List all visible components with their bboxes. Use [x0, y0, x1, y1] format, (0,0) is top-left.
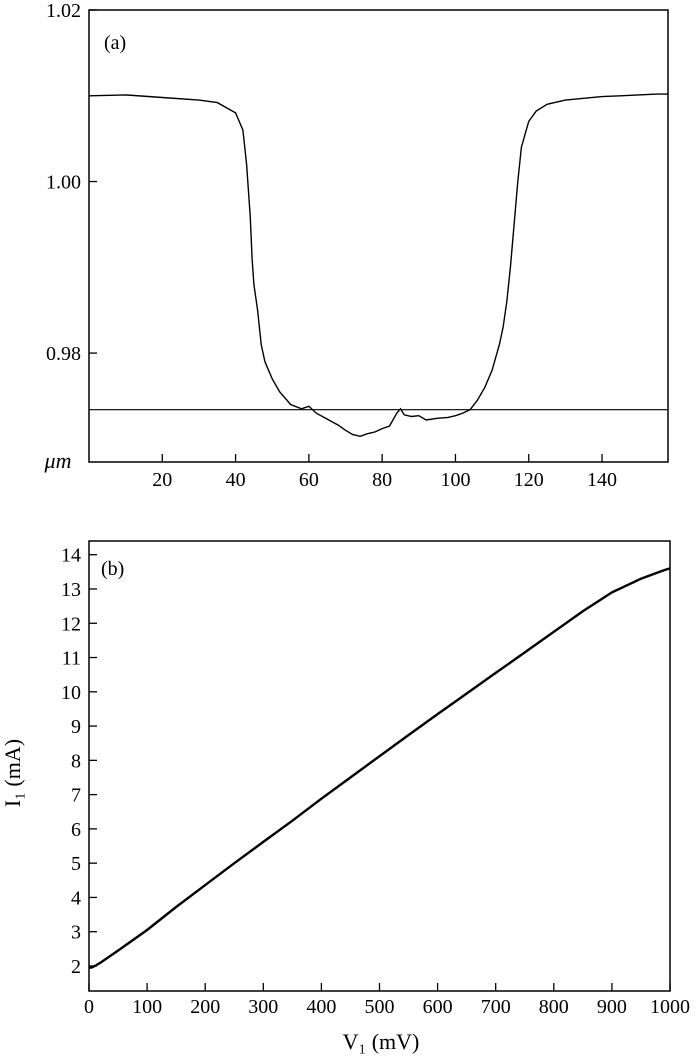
- panel-b-y-tick-label: 7: [71, 785, 81, 807]
- panel-a-x-ticks: 20 40 60 80 100 120 140: [152, 454, 617, 491]
- panel-b-y-tick-label: 12: [61, 613, 81, 635]
- panel-a-x-tick-label: 120: [514, 469, 544, 491]
- panel-a-x-tick-label: 60: [299, 469, 319, 491]
- panel-b-x-tick-label: 400: [306, 996, 336, 1018]
- panel-a-y-unit-label: μm: [44, 448, 72, 473]
- panel-b-y-tick-label: 10: [61, 682, 81, 704]
- panel-b-y-tick-label: 8: [71, 750, 81, 772]
- panel-b-iv-line: [88, 567, 671, 969]
- panel-b-y-ticks: 2 3 4 5 6 7 8 9 10 11 12 13 14: [61, 545, 97, 978]
- panel-a-x-tick-label: 20: [152, 469, 172, 491]
- panel-b-x-tick-label: 0: [84, 996, 94, 1018]
- panel-b-y-tick-label: 14: [61, 545, 81, 567]
- panel-b-x-tick-label: 100: [132, 996, 162, 1018]
- panel-b-frame: [88, 540, 671, 992]
- panel-b-y-axis-label: I₁ (mA): [0, 739, 25, 807]
- panel-a-x-tick-label: 40: [226, 469, 246, 491]
- panel-b-x-tick-label: 300: [248, 996, 278, 1018]
- panel-a-x-tick-label: 140: [587, 469, 617, 491]
- panel-a-frame: [88, 9, 669, 463]
- panel-a-profile-line: [88, 93, 668, 438]
- panel-b-y-tick-label: 13: [61, 579, 81, 601]
- panel-b-x-tick-label: 200: [190, 996, 220, 1018]
- panel-b-x-ticks: 0 100 200 300 400 500 600 700 800 900 1000: [84, 983, 690, 1018]
- panel-a-y-tick-label: 1.00: [46, 172, 81, 194]
- panel-b-x-axis-label: V₁ (mV): [343, 1029, 420, 1054]
- panel-b-x-tick-label: 1000: [650, 996, 690, 1018]
- panel-b: (b) 0 100 200 300 400 500 600 700 800 900 1000 2 3 4…: [0, 540, 690, 1054]
- panel-b-y-tick-label: 4: [71, 887, 81, 909]
- panel-a-y-tick-label: 1.02: [46, 0, 81, 22]
- panel-b-x-tick-label: 600: [423, 996, 453, 1018]
- panel-b-y-tick-label: 2: [71, 956, 81, 978]
- panel-a-x-tick-label: 100: [440, 469, 470, 491]
- panel-a-x-tick-label: 80: [372, 469, 392, 491]
- panel-a-y-tick-label: 0.98: [46, 343, 81, 365]
- panel-a: (a) 20 40 60 80 100 120 140 0.98 1.00 1.02 μm: [44, 0, 669, 491]
- panel-b-x-tick-label: 500: [365, 996, 395, 1018]
- panel-a-label: (a): [104, 32, 126, 54]
- panel-b-x-tick-label: 800: [539, 996, 569, 1018]
- panel-b-y-tick-label: 9: [71, 716, 81, 738]
- panel-a-y-ticks: 0.98 1.00 1.02: [46, 0, 97, 365]
- panel-b-y-tick-label: 11: [62, 648, 81, 670]
- panel-b-y-tick-label: 3: [71, 922, 81, 944]
- panel-b-y-tick-label: 6: [71, 819, 81, 841]
- panel-b-x-tick-label: 700: [481, 996, 511, 1018]
- panel-b-y-tick-label: 5: [71, 853, 81, 875]
- panel-b-label: (b): [101, 558, 124, 580]
- panel-b-x-tick-label: 900: [597, 996, 627, 1018]
